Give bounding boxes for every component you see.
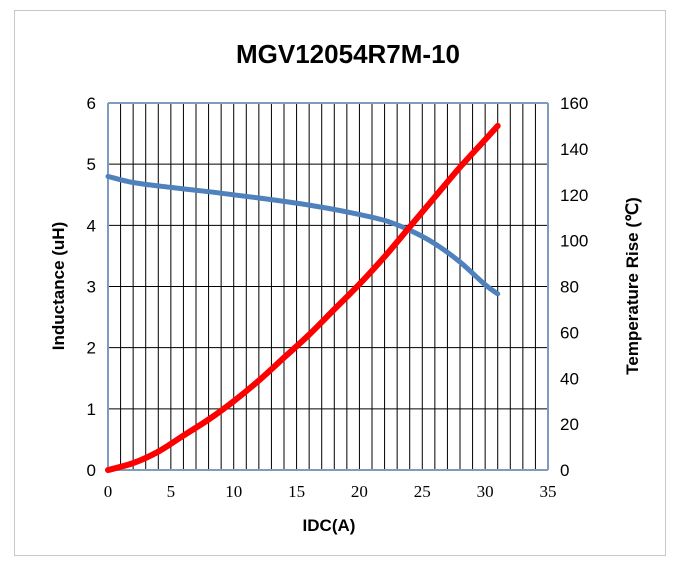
y-tick-label: 0 — [87, 461, 96, 480]
x-axis-title: IDC(A) — [303, 516, 356, 535]
y2-axis-title: Temperature Rise (℃) — [623, 197, 642, 375]
x-tick-label: 35 — [540, 482, 557, 501]
y-tick-label: 5 — [87, 155, 96, 174]
x-tick-label: 0 — [104, 482, 113, 501]
y-tick-label: 2 — [87, 339, 96, 358]
y-tick-label: 3 — [87, 278, 96, 297]
series-layer — [105, 122, 501, 473]
y2-tick-label: 100 — [560, 232, 588, 251]
y2-tick-label: 40 — [560, 369, 579, 388]
y-tick-label: 6 — [87, 94, 96, 113]
inductance-line — [105, 173, 501, 297]
x-tick-label: 15 — [288, 482, 305, 501]
y-tick-labels: 0 1 2 3 4 5 6 — [87, 94, 96, 480]
temperature-rise-line — [105, 122, 501, 473]
x-tick-label: 10 — [225, 482, 242, 501]
y2-tick-label: 0 — [560, 461, 569, 480]
x-tick-labels: 0 5 10 15 20 25 30 35 — [104, 482, 557, 501]
y2-tick-labels: 0 20 40 60 80 100 120 140 160 — [560, 94, 588, 480]
y2-tick-label: 20 — [560, 415, 579, 434]
x-tick-label: 5 — [167, 482, 176, 501]
x-tick-label: 25 — [414, 482, 431, 501]
chart-title: MGV12054R7M-10 — [236, 39, 460, 69]
y2-tick-label: 160 — [560, 94, 588, 113]
y-axis-title: Inductance (uH) — [49, 222, 68, 350]
y2-tick-label: 120 — [560, 186, 588, 205]
x-tick-label: 20 — [351, 482, 368, 501]
y2-tick-label: 140 — [560, 140, 588, 159]
x-tick-label: 30 — [477, 482, 494, 501]
grid-lines — [107, 102, 549, 471]
y-tick-label: 4 — [87, 216, 96, 235]
y2-tick-label: 80 — [560, 278, 579, 297]
y-tick-label: 1 — [87, 400, 96, 419]
y2-tick-label: 60 — [560, 323, 579, 342]
